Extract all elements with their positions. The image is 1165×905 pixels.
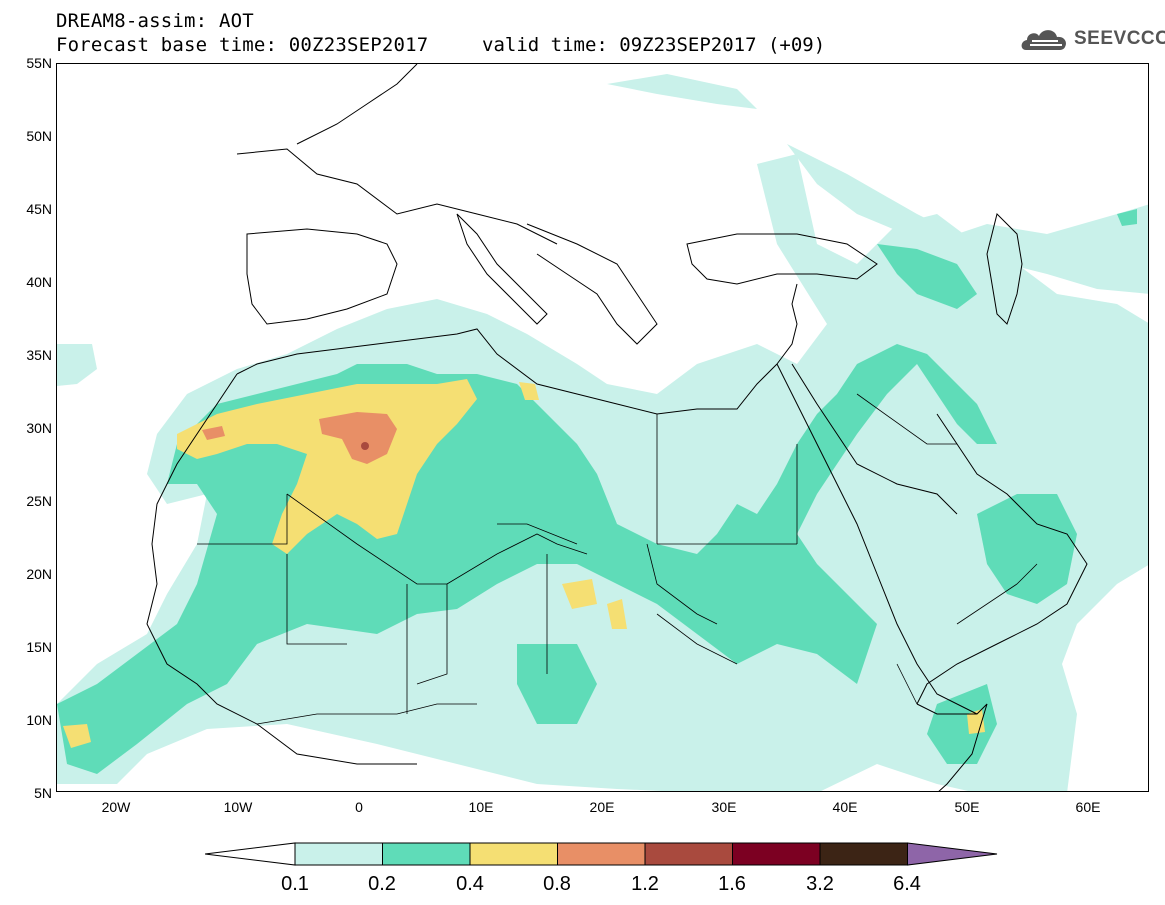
lat-label-35n: 35N — [26, 347, 52, 363]
lat-label-40n: 40N — [26, 274, 52, 290]
lon-label-20e: 20E — [589, 799, 615, 815]
valid-time: valid time: 09Z23SEP2017 (+09) — [482, 34, 826, 56]
colorbar-label-0-1: 0.1 — [281, 873, 309, 895]
logo-text: SEEVCCC — [1074, 28, 1165, 49]
colorbar-label-1-2: 1.2 — [631, 873, 659, 895]
seevccc-logo: SEEVCCC — [1018, 22, 1165, 58]
colorbar-label-0-4: 0.4 — [456, 873, 484, 895]
lon-label-60e: 60E — [1075, 799, 1101, 815]
colorbar-bin-1-6 — [732, 842, 821, 866]
lat-label-45n: 45N — [26, 201, 52, 217]
aot-map — [57, 64, 1148, 791]
lat-label-25n: 25N — [26, 493, 52, 509]
colorbar-label-0-2: 0.2 — [368, 873, 396, 895]
forecast-base-time: Forecast base time: 00Z23SEP2017 — [56, 34, 429, 56]
lat-label-30n: 30N — [26, 420, 52, 436]
colorbar-bin-0-8 — [557, 842, 646, 866]
lat-label-10n: 10N — [26, 712, 52, 728]
lat-label-55n: 55N — [26, 55, 52, 71]
colorbar-bin-0-1 — [294, 842, 383, 866]
lon-label-10w: 10W — [223, 799, 253, 815]
colorbar-bin-3-2 — [819, 842, 908, 866]
colorbar — [205, 842, 998, 866]
lon-label-30e: 30E — [711, 799, 737, 815]
lat-label-50n: 50N — [26, 128, 52, 144]
aot-layer-0-8 — [202, 412, 397, 464]
colorbar-label-1-6: 1.6 — [718, 873, 746, 895]
lon-label-0: 0 — [355, 799, 363, 815]
lat-label-15n: 15N — [26, 639, 52, 655]
lon-label-20w: 20W — [101, 799, 131, 815]
colorbar-bin-0-2 — [382, 842, 471, 866]
colorbar-bin-1-2 — [644, 842, 733, 866]
map-title: DREAM8-assim: AOT — [56, 10, 254, 32]
lat-label-5n: 5N — [34, 785, 52, 801]
lon-label-10e: 10E — [468, 799, 494, 815]
colorbar-bin-0-4 — [469, 842, 558, 866]
colorbar-low-arrow — [205, 842, 296, 866]
aot-layer-1-2 — [361, 442, 369, 450]
lon-label-50e: 50E — [954, 799, 980, 815]
aot-layer-0-1 — [57, 74, 1148, 791]
aot-layer-0-2 — [57, 209, 1137, 774]
colorbar-label-3-2: 3.2 — [806, 873, 834, 895]
colorbar-label-0-8: 0.8 — [543, 873, 571, 895]
aot-layer-0-4 — [63, 379, 985, 748]
borders — [197, 393, 1038, 725]
colorbar-label-6-4: 6.4 — [893, 873, 921, 895]
map-area[interactable] — [56, 63, 1149, 792]
lat-label-20n: 20N — [26, 566, 52, 582]
lon-label-40e: 40E — [832, 799, 858, 815]
cloud-icon — [1021, 30, 1067, 50]
colorbar-high-arrow — [907, 842, 998, 866]
coastlines — [146, 64, 1088, 791]
